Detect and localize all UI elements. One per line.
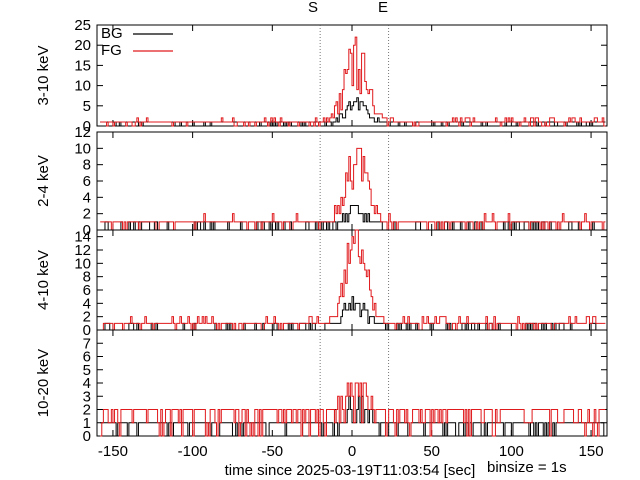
y-tick-label: 15 bbox=[74, 57, 91, 74]
y-tick-label: 0 bbox=[83, 322, 91, 339]
x-tick-label: 50 bbox=[423, 443, 440, 460]
y-tick-label: 20 bbox=[74, 37, 91, 54]
y-tick-label: 4 bbox=[83, 189, 91, 206]
y-tick-label: 1 bbox=[83, 415, 91, 432]
y-tick-label: 25 bbox=[74, 17, 91, 34]
y-axis-label: 3-10 keV bbox=[35, 45, 52, 105]
y-tick-label: 5 bbox=[83, 98, 91, 115]
y-tick-label: 10 bbox=[74, 140, 91, 157]
y-axis-label: 2-4 keV bbox=[35, 155, 52, 207]
binsize-label: binsize = 1s bbox=[487, 459, 567, 476]
y-tick-label: 8 bbox=[83, 269, 91, 286]
x-tick-label: 100 bbox=[499, 443, 524, 460]
x-tick-label: -150 bbox=[98, 443, 128, 460]
y-tick-label: 6 bbox=[83, 282, 91, 299]
y-tick-label: 0 bbox=[83, 428, 91, 445]
series-line-fg bbox=[100, 382, 606, 437]
y-tick-label: 0 bbox=[83, 222, 91, 239]
x-tick-label: -100 bbox=[178, 443, 208, 460]
y-tick-label: 7 bbox=[83, 335, 91, 352]
y-tick-label: 6 bbox=[83, 173, 91, 190]
y-tick-label: 10 bbox=[74, 78, 91, 95]
x-tick-label: 150 bbox=[579, 443, 604, 460]
marker-label-end: E bbox=[378, 0, 388, 16]
y-axis-label: 10-20 keV bbox=[35, 349, 52, 417]
series-line-bg bbox=[100, 395, 606, 437]
legend-label-fg: FG bbox=[101, 42, 122, 59]
marker-label-start: S bbox=[308, 0, 318, 16]
y-tick-label: 0 bbox=[83, 118, 91, 135]
y-axis-label: 4-10 keV bbox=[35, 250, 52, 310]
series-line-fg bbox=[100, 36, 606, 127]
series-line-fg bbox=[100, 147, 606, 231]
y-tick-label: 14 bbox=[74, 229, 91, 246]
y-tick-label: 4 bbox=[83, 375, 91, 392]
y-tick-label: 2 bbox=[83, 206, 91, 223]
y-tick-label: 2 bbox=[83, 309, 91, 326]
y-tick-label: 10 bbox=[74, 255, 91, 272]
legend: BG FG bbox=[101, 25, 173, 59]
y-tick-label: 8 bbox=[83, 157, 91, 174]
x-tick-label: 0 bbox=[348, 443, 356, 460]
x-tick-label: -50 bbox=[261, 443, 283, 460]
y-tick-label: 12 bbox=[74, 124, 91, 141]
y-tick-label: 2 bbox=[83, 402, 91, 419]
y-tick-label: 5 bbox=[83, 362, 91, 379]
y-tick-label: 3 bbox=[83, 388, 91, 405]
y-tick-label: 12 bbox=[74, 242, 91, 259]
legend-label-bg: BG bbox=[101, 25, 123, 42]
y-tick-label: 4 bbox=[83, 295, 91, 312]
y-tick-label: 6 bbox=[83, 349, 91, 366]
x-axis-label: time since 2025-03-19T11:03:54 [sec] bbox=[225, 462, 476, 479]
